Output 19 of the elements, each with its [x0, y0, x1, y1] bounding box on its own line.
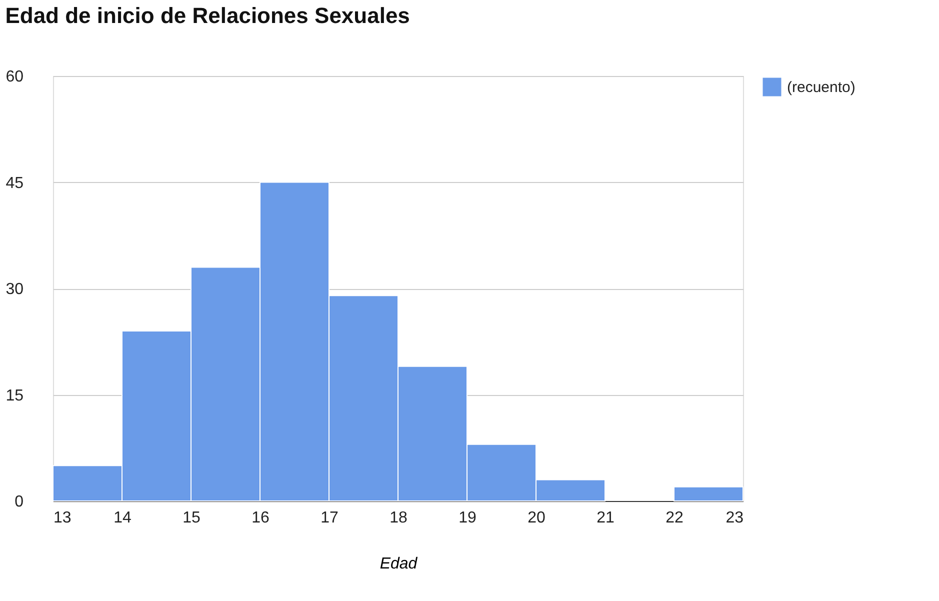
x-tick-label: 19 [458, 510, 476, 526]
y-tick-label: 60 [6, 68, 24, 86]
x-tick-label: 18 [390, 510, 408, 526]
x-tick-label: 14 [114, 510, 132, 526]
x-axis-title: Edad [380, 556, 418, 572]
y-tick-label: 30 [6, 281, 24, 298]
x-tick-label: 23 [726, 510, 744, 526]
chart-title: Edad de inicio de Relaciones Sexuales [5, 3, 410, 28]
x-tick-label: 15 [182, 510, 200, 526]
legend-label: (recuento) [787, 79, 856, 96]
x-tick-label: 17 [320, 510, 338, 526]
x-tick-label: 22 [666, 510, 684, 526]
y-tick-label: 0 [14, 494, 24, 510]
x-tick-label: 20 [528, 510, 546, 526]
y-tick-label: 15 [6, 387, 24, 404]
y-tick-label: 45 [6, 174, 24, 192]
x-tick-label: 16 [252, 510, 270, 526]
x-tick-label: 21 [596, 510, 614, 526]
x-tick-label: 13 [54, 510, 72, 526]
